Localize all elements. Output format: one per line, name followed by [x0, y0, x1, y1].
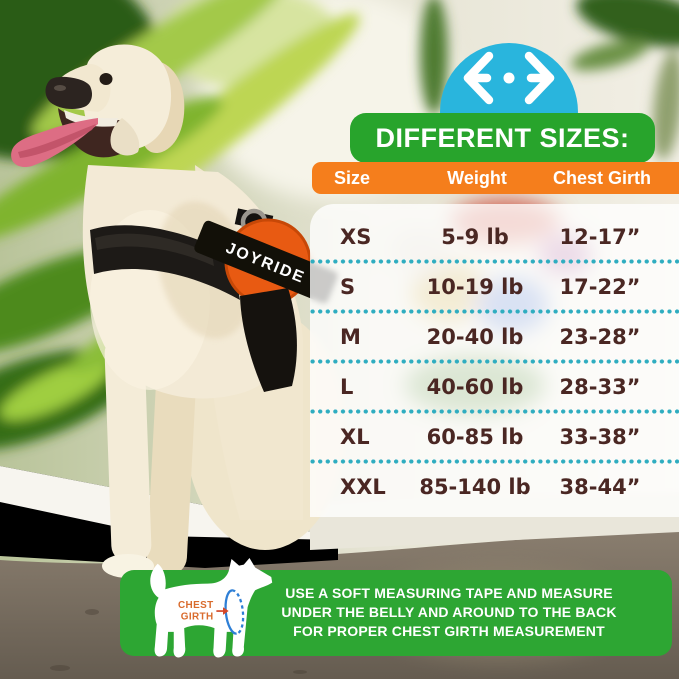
weight-cell: 85-140 lb: [419, 474, 531, 499]
girth-cell: 12-17”: [559, 224, 641, 249]
label-girth: GIRTH: [181, 612, 214, 623]
table-row: S 10-19 lb 17-22”: [310, 264, 679, 309]
header-weight: Weight: [447, 167, 507, 188]
size-cell: L: [340, 374, 354, 399]
weight-cell: 5-9 lb: [441, 224, 509, 249]
girth-cell: 23-28”: [559, 324, 641, 349]
dog-nose: [45, 76, 92, 110]
size-cell: S: [340, 274, 356, 299]
dog: JOYRIDE: [11, 44, 345, 594]
header-chest-girth: Chest Girth: [552, 167, 651, 188]
row-divider: [310, 359, 679, 364]
label-chest: CHEST: [178, 600, 214, 611]
table-row: M 20-40 lb 23-28”: [310, 314, 679, 359]
weight-cell: 20-40 lb: [426, 324, 524, 349]
chest-girth-diagram: CHEST GIRTH: [150, 558, 273, 658]
harness: JOYRIDE: [90, 208, 338, 392]
size-chart-table: XS 5-9 lb 12-17” S 10-19 lb 17-22” M 20-…: [310, 204, 679, 517]
weight-cell: 40-60 lb: [426, 374, 524, 399]
girth-cell: 28-33”: [559, 374, 641, 399]
size-chart-header: Size Weight Chest Girth: [312, 162, 679, 194]
horizontal-resize-arrows-icon: [463, 51, 555, 105]
table-row: XXL 85-140 lb 38-44”: [310, 464, 679, 509]
girth-cell: 38-44”: [559, 474, 641, 499]
weight-cell: 10-19 lb: [426, 274, 524, 299]
girth-cell: 17-22”: [559, 274, 641, 299]
girth-arrow-icon: [216, 607, 229, 615]
size-cell: M: [340, 324, 361, 349]
row-divider: [310, 309, 679, 314]
table-row: XL 60-85 lb 33-38”: [310, 414, 679, 459]
row-divider: [310, 409, 679, 414]
size-cell: XS: [340, 224, 372, 249]
instruction-line: UNDER THE BELLY AND AROUND TO THE BACK: [281, 604, 617, 620]
instruction-line: FOR PROPER CHEST GIRTH MEASUREMENT: [293, 623, 605, 639]
dog-silhouette-icon: [150, 558, 273, 658]
chest-girth-label: CHEST GIRTH: [178, 600, 214, 623]
size-cell: XL: [340, 424, 370, 449]
row-divider: [310, 259, 679, 264]
size-cell: XXL: [340, 474, 386, 499]
size-chart-title-banner: DIFFERENT SIZES:: [350, 113, 655, 163]
dog-eye: [99, 73, 113, 85]
row-divider: [310, 459, 679, 464]
table-row: XS 5-9 lb 12-17”: [310, 214, 679, 259]
header-size: Size: [334, 167, 371, 188]
weight-cell: 60-85 lb: [426, 424, 524, 449]
instruction-line: USE A SOFT MEASURING TAPE AND MEASURE: [285, 585, 613, 601]
instruction-text: USE A SOFT MEASURING TAPE AND MEASURE UN…: [280, 584, 618, 641]
girth-cell: 33-38”: [559, 424, 641, 449]
table-row: L 40-60 lb 28-33”: [310, 364, 679, 409]
size-chart-title: DIFFERENT SIZES:: [375, 122, 630, 153]
